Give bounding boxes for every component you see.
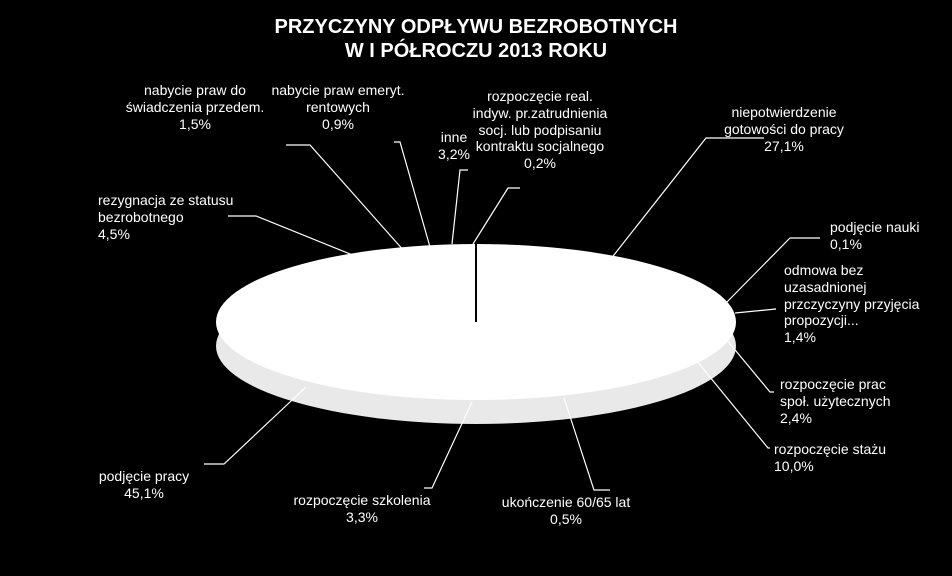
- slice-callout: rezygnacja ze statusu bezrobotnego4,5%: [98, 192, 233, 242]
- slice-percent: 4,5%: [98, 226, 233, 243]
- pie-3d-top: [216, 244, 736, 400]
- leader-line: [228, 216, 360, 258]
- chart-title-line2: W I PÓŁROCZU 2013 ROKU: [0, 40, 952, 63]
- slice-label: rozpoczęcie szkolenia: [294, 492, 431, 508]
- slice-label: podjęcie pracy: [99, 468, 189, 484]
- leader-line: [735, 309, 776, 313]
- slice-percent: 27,1%: [664, 138, 904, 155]
- slice-label: rozpoczęcie prac społ. użytecznych: [780, 376, 891, 409]
- slice-percent: 2,4%: [780, 410, 891, 427]
- slice-label: niepotwierdzenie gotowości do pracy: [724, 104, 844, 137]
- slice-label: odmowa bez uzasadnionej przczyczyny przy…: [784, 262, 919, 328]
- chart-container: PRZYCZYNY ODPŁYWU BEZROBOTNYCH W I PÓŁRO…: [0, 0, 952, 576]
- slice-label: rezygnacja ze statusu bezrobotnego: [98, 192, 233, 225]
- slice-callout: podjęcie pracy45,1%: [24, 468, 264, 502]
- leader-line: [473, 188, 520, 244]
- slice-callout: rozpoczęcie real. indyw. pr.zatrudnienia…: [420, 88, 660, 172]
- slice-percent: 1,4%: [784, 329, 919, 346]
- slice-label: rozpoczęcie real. indyw. pr.zatrudnienia…: [473, 88, 608, 154]
- slice-callout: odmowa bez uzasadnionej przczyczyny przy…: [784, 262, 919, 346]
- slice-percent: 0,1%: [830, 236, 920, 253]
- slice-label: podjęcie nauki: [830, 219, 920, 235]
- slice-callout: rozpoczęcie prac społ. użytecznych2,4%: [780, 376, 891, 426]
- slice-callout: rozpoczęcie stażu10,0%: [774, 441, 886, 475]
- slice-percent: 0,2%: [420, 155, 660, 172]
- slice-percent: 10,0%: [774, 458, 886, 475]
- chart-title-line1: PRZYCZYNY ODPŁYWU BEZROBOTNYCH: [0, 16, 952, 39]
- slice-label: nabycie praw emeryt. rentowych: [271, 82, 404, 115]
- slice-callout: podjęcie nauki0,1%: [830, 219, 920, 253]
- leader-line: [452, 170, 468, 244]
- slice-callout: niepotwierdzenie gotowości do pracy27,1%: [664, 104, 904, 154]
- slice-callout: ukończenie 60/65 lat0,5%: [446, 494, 686, 528]
- slice-label: ukończenie 60/65 lat: [502, 494, 630, 510]
- slice-percent: 0,5%: [446, 511, 686, 528]
- slice-percent: 45,1%: [24, 485, 264, 502]
- slice-label: rozpoczęcie stażu: [774, 441, 886, 457]
